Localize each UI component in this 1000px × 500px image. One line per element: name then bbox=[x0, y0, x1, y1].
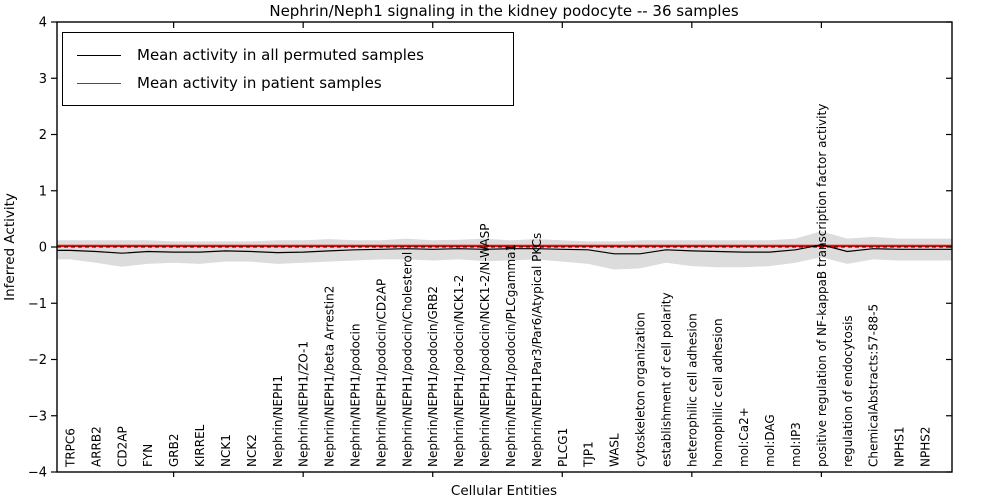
x-tick-label: Nephrin/NEPH1/podocin/NCK1-2/N-WASP bbox=[478, 224, 492, 467]
series-lines bbox=[57, 244, 952, 255]
legend-item-permuted: Mean activity in all permuted samples bbox=[77, 41, 499, 69]
x-tick-label: mol:Ca2+ bbox=[737, 407, 751, 467]
y-tick-label: −2 bbox=[28, 353, 47, 368]
x-tick-label: Nephrin/NEPH1 bbox=[271, 375, 285, 467]
legend-label-patient: Mean activity in patient samples bbox=[137, 74, 382, 92]
x-tick-label: cytoskeleton organization bbox=[634, 312, 648, 467]
y-tick-label: −3 bbox=[28, 409, 47, 424]
x-tick-label: Nephrin/NEPH1/beta Arrestin2 bbox=[323, 286, 337, 467]
x-tick-label: ChemicalAbstracts:57-88-5 bbox=[867, 304, 881, 467]
x-tick-label: Nephrin/NEPH1/ZO-1 bbox=[297, 341, 311, 467]
permuted-mean-line bbox=[57, 244, 952, 255]
x-tick-label: NCK1 bbox=[219, 434, 233, 467]
y-tick-label: 2 bbox=[39, 128, 47, 143]
x-tick-label: PLCG1 bbox=[556, 428, 570, 467]
y-tick-label: 4 bbox=[39, 16, 47, 31]
x-tick-label: CD2AP bbox=[115, 426, 129, 467]
y-tick-label: −4 bbox=[28, 466, 47, 481]
legend: Mean activity in all permuted samples Me… bbox=[62, 32, 514, 106]
x-tick-label: Nephrin/NEPH1/podocin/GRB2 bbox=[426, 286, 440, 467]
y-tick-label: −1 bbox=[28, 297, 47, 312]
x-tick-label: GRB2 bbox=[167, 433, 181, 467]
x-tick-label: establishment of cell polarity bbox=[659, 292, 673, 467]
x-tick-label: TRPC6 bbox=[64, 428, 78, 468]
y-tick-label: 1 bbox=[39, 184, 47, 199]
y-tick-label: 0 bbox=[39, 241, 47, 256]
y-tick-label: 3 bbox=[39, 72, 47, 87]
x-tick-label: NPHS1 bbox=[893, 427, 907, 468]
x-tick-label: heterophilic cell adhesion bbox=[685, 313, 699, 467]
x-axis-label: Cellular Entities bbox=[451, 483, 557, 499]
y-axis-label: Inferred Activity bbox=[2, 193, 18, 301]
x-tick-label: regulation of endocytosis bbox=[841, 315, 855, 467]
x-tick-label: FYN bbox=[141, 444, 155, 467]
band-area bbox=[57, 231, 952, 270]
tick-labels: −4 −3 −2 −1 0 1 2 3 4 TRPC6 ARRB2 CD2AP FYN GRB2 KIRRE… bbox=[28, 16, 933, 481]
x-tick-label: mol:IP3 bbox=[789, 422, 803, 467]
x-tick-label: TJP1 bbox=[582, 441, 596, 468]
x-tick-label: Nephrin/NEPH1/podocin bbox=[349, 324, 363, 467]
legend-line-sample-patient bbox=[77, 82, 121, 84]
axes bbox=[51, 21, 953, 477]
x-tick-label: positive regulation of NF-kappaB transcr… bbox=[815, 104, 829, 467]
x-tick-label: NCK2 bbox=[245, 434, 259, 467]
x-tick-label: Nephrin/NEPH1Par3/Par6/Atypical PKCs bbox=[530, 233, 544, 467]
x-tick-label: mol:DAG bbox=[763, 414, 777, 467]
legend-item-patient: Mean activity in patient samples bbox=[77, 69, 499, 97]
x-tick-label: Nephrin/NEPH1/podocin/PLCgamma1 bbox=[504, 244, 518, 467]
x-tick-label: homophilic cell adhesion bbox=[711, 318, 725, 467]
x-tick-label: WASL bbox=[608, 433, 622, 467]
chart-title: Nephrin/Neph1 signaling in the kidney po… bbox=[269, 2, 738, 20]
x-tick-label: Nephrin/NEPH1/podocin/NCK1-2 bbox=[452, 275, 466, 467]
x-tick-label: NPHS2 bbox=[919, 427, 933, 468]
x-tick-label: KIRREL bbox=[193, 424, 207, 467]
x-tick-label: ARRB2 bbox=[89, 426, 103, 467]
legend-label-permuted: Mean activity in all permuted samples bbox=[137, 46, 424, 64]
legend-line-sample-permuted bbox=[77, 54, 121, 56]
x-tick-label: Nephrin/NEPH1/podocin/CD2AP bbox=[374, 279, 388, 467]
x-tick-label: Nephrin/NEPH1/podocin/Cholesterol bbox=[400, 252, 414, 467]
confidence-band bbox=[57, 231, 952, 270]
